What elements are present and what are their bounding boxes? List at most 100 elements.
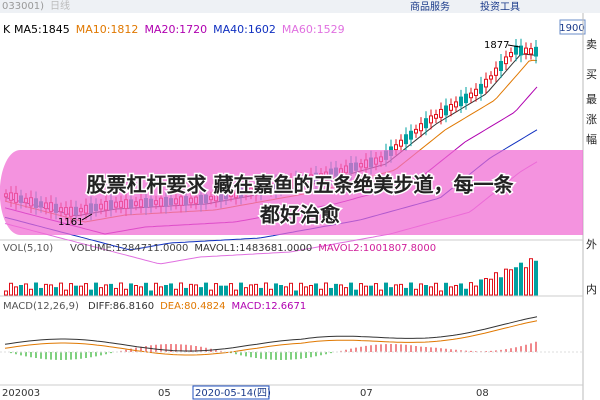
volume-bar: [509, 269, 513, 296]
candle: [394, 144, 398, 151]
side-label: 幅: [586, 133, 597, 146]
volume-bar: [514, 267, 518, 296]
volume-bar: [244, 287, 248, 296]
volume-bar: [59, 282, 63, 296]
volume-bar: [444, 282, 448, 296]
candle: [409, 130, 413, 140]
panel-label: MACD(12,26,9): [3, 301, 79, 312]
volume-bar: [19, 284, 23, 296]
period: 日线: [50, 0, 70, 12]
volume-bar: [394, 284, 398, 296]
volume-bar: [69, 283, 73, 296]
side-label: 涨: [586, 113, 597, 126]
overlay-text: 股票杠杆要求 藏在嘉鱼的五条绝美步道，每一条: [87, 173, 515, 197]
top-bar: [0, 0, 600, 13]
indicator: MA40:1602: [213, 23, 276, 36]
volume-bar: [304, 286, 308, 296]
panel-label: K: [3, 23, 11, 36]
pointer: [81, 213, 93, 221]
indicator: DIFF:86.8160: [88, 301, 154, 312]
volume-bar: [339, 284, 343, 296]
candle: [454, 101, 458, 108]
volume-bar: [269, 288, 273, 296]
volume-bar: [129, 283, 133, 296]
volume-bar: [9, 282, 13, 296]
volume-bar: [529, 258, 533, 296]
volume-bar: [34, 282, 38, 296]
candle: [509, 52, 513, 58]
volume-bar: [209, 289, 213, 296]
volume-bar: [99, 287, 103, 296]
volume-bar: [374, 283, 378, 296]
indicator: DEA:80.4824: [160, 301, 225, 312]
candle: [469, 92, 473, 99]
candle: [499, 61, 503, 71]
volume-bar: [524, 267, 528, 296]
volume-bar: [174, 288, 178, 296]
volume-bar: [144, 282, 148, 296]
volume-bar: [119, 282, 123, 296]
low-label: 1161: [58, 217, 83, 228]
candle: [534, 46, 538, 57]
overlay-text: 都好治愈: [259, 203, 341, 227]
candle: [429, 115, 433, 124]
volume-bar: [54, 287, 58, 296]
indicator: VOLUME:1284711.0000: [70, 243, 188, 254]
side-label: 外: [586, 238, 597, 251]
volume-bar: [159, 286, 163, 296]
volume-bar: [399, 283, 403, 296]
volume-bar: [24, 283, 28, 296]
volume-bar: [414, 288, 418, 296]
volume-bar: [314, 283, 318, 296]
indicator: MA20:1720: [144, 23, 207, 36]
indicator: MAVOL1:1483681.0000: [194, 243, 312, 254]
volume-bar: [464, 288, 468, 296]
volume-bar: [74, 285, 78, 296]
volume-bar: [384, 282, 388, 296]
volume-bar: [329, 287, 333, 296]
volume-bar: [299, 282, 303, 296]
volume-bar: [89, 289, 93, 296]
volume-bar: [49, 284, 53, 296]
indicator: MACD:12.6671: [232, 301, 307, 312]
candle: [449, 103, 453, 111]
volume-bar: [324, 282, 328, 296]
candle: [529, 48, 533, 55]
volume-bar: [194, 284, 198, 296]
volume-bar: [349, 282, 353, 296]
volume-bar: [39, 287, 43, 296]
candle: [474, 88, 478, 97]
volume-bar: [454, 284, 458, 296]
volume-bar: [449, 286, 453, 296]
volume-bar: [354, 289, 358, 296]
volume-bar: [419, 283, 423, 296]
candle: [484, 78, 488, 88]
macd-line: [4, 320, 538, 356]
volume-bar: [504, 268, 508, 296]
indicator: MAVOL2:1001807.8000: [318, 243, 436, 254]
volume-bar: [429, 286, 433, 296]
volume-bar: [259, 287, 263, 296]
date-box: [192, 385, 270, 400]
x-label: 202003: [2, 388, 40, 399]
indicator: MA60:1529: [282, 23, 345, 36]
volume-bar: [104, 284, 108, 296]
side-label: 卖: [586, 38, 597, 51]
panel-label: VOL(5,10): [3, 243, 53, 254]
volume-bar: [224, 285, 228, 296]
volume-bar: [334, 283, 338, 296]
volume-bar: [484, 278, 488, 296]
volume-bar: [439, 290, 443, 296]
indicator: MA5:1845: [14, 23, 70, 36]
volume-bar: [134, 285, 138, 296]
volume-bar: [459, 283, 463, 296]
volume-bar: [189, 283, 193, 296]
volume-bar: [309, 284, 313, 296]
menu-item[interactable]: 商品服务: [410, 0, 450, 13]
indicator: MA10:1812: [76, 23, 139, 36]
volume-bar: [154, 282, 158, 296]
high-label: 1877: [484, 40, 509, 51]
menu-item[interactable]: 投资工具: [480, 0, 520, 13]
volume-bar: [369, 285, 373, 296]
macd-line: [4, 316, 538, 352]
